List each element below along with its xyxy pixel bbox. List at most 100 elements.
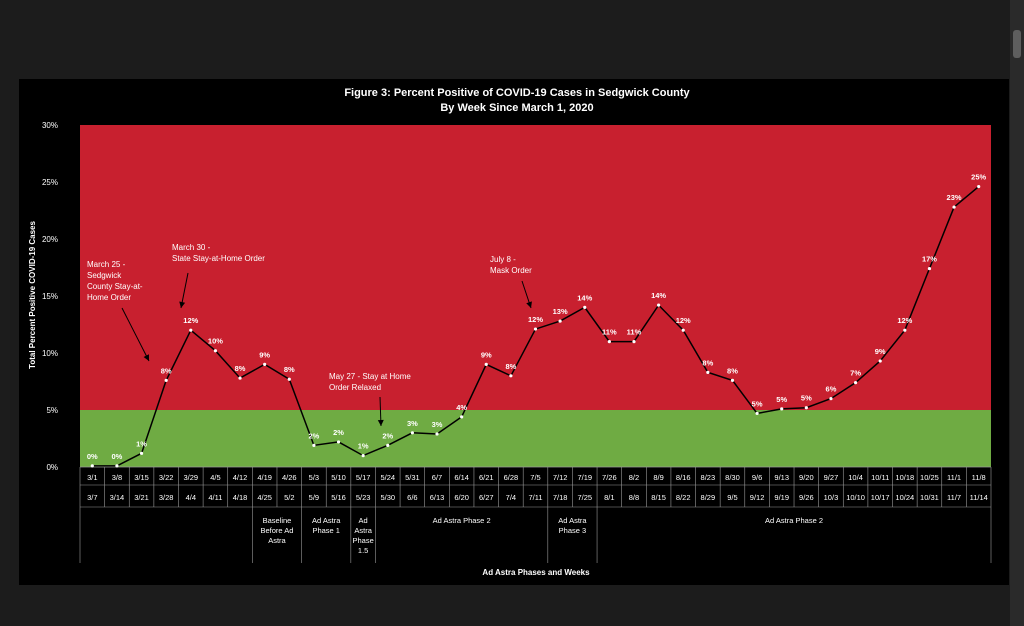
week-end-label: 9/26	[799, 493, 814, 502]
week-end-label: 4/4	[186, 493, 196, 502]
week-start-label: 5/10	[331, 473, 346, 482]
phase-label: Phase 3	[559, 526, 587, 535]
data-point	[632, 340, 636, 344]
annotation-arrowhead	[179, 301, 186, 308]
week-start-label: 6/7	[432, 473, 442, 482]
data-label: 14%	[651, 291, 666, 300]
week-end-label: 9/19	[774, 493, 789, 502]
data-point	[139, 451, 144, 455]
week-end-label: 8/8	[629, 493, 639, 502]
week-end-label: 3/7	[87, 493, 97, 502]
annotation-text: State Stay-at-Home Order	[172, 254, 265, 263]
axes: 0% 5% 10% 15% 20% 25% 30% 3/1 3/7 3/8 3/14 3/15 3/21…	[42, 121, 992, 563]
annotation-text: Order Relaxed	[329, 383, 381, 392]
data-point	[558, 319, 562, 323]
chart-subtitle: By Week Since March 1, 2020	[440, 102, 593, 114]
data-label: 12%	[676, 316, 691, 325]
data-label: 13%	[553, 307, 568, 316]
data-label: 1%	[358, 442, 369, 451]
data-label: 25%	[971, 173, 986, 182]
week-start-label: 8/23	[701, 473, 716, 482]
week-start-label: 6/28	[504, 473, 519, 482]
y-tick-label: 0%	[46, 463, 58, 472]
y-tick-label: 15%	[42, 292, 58, 301]
data-point	[386, 443, 390, 447]
data-point	[435, 432, 439, 436]
week-end-label: 6/27	[479, 493, 494, 502]
phase-label: Phase 1	[312, 526, 340, 535]
week-end-label: 10/31	[920, 493, 939, 502]
data-point	[927, 267, 932, 271]
week-start-label: 3/22	[159, 473, 174, 482]
annotation-text: Home Order	[87, 293, 131, 302]
week-end-label: 7/18	[553, 493, 568, 502]
week-end-label: 3/14	[110, 493, 125, 502]
annotation-text: County Stay-at-	[87, 282, 143, 291]
phase-label: Before Ad	[260, 526, 293, 535]
week-start-label: 11/8	[972, 473, 986, 482]
y-tick-label: 30%	[42, 121, 58, 130]
data-point	[657, 303, 661, 307]
week-start-label: 5/3	[309, 473, 319, 482]
data-label: 6%	[826, 385, 837, 394]
week-end-label: 11/7	[947, 493, 961, 502]
data-label: 11%	[627, 328, 642, 337]
annotation-text: Mask Order	[490, 266, 532, 275]
data-label: 12%	[897, 316, 912, 325]
annotations: March 25 - Sedgwick County Stay-at- Home O…	[87, 243, 532, 427]
annotation-arrowhead	[143, 354, 149, 361]
week-end-label: 5/30	[380, 493, 395, 502]
phase-label: Phase	[353, 536, 374, 545]
week-start-label: 8/2	[629, 473, 639, 482]
phase-label: Astra	[268, 536, 286, 545]
y-tick-label: 10%	[42, 349, 58, 358]
phase-label: Ad Astra Phase 2	[433, 516, 491, 525]
data-label: 17%	[922, 255, 937, 264]
week-start-label: 5/31	[405, 473, 420, 482]
week-end-label: 8/22	[676, 493, 691, 502]
week-end-label: 7/4	[506, 493, 516, 502]
data-point	[164, 378, 168, 382]
week-start-label: 10/11	[871, 473, 889, 482]
data-label: 23%	[947, 193, 962, 202]
data-label: 10%	[208, 337, 223, 346]
week-end-label: 3/28	[159, 493, 174, 502]
data-point	[238, 376, 242, 380]
data-label: 9%	[259, 350, 270, 359]
week-end-label: 3/21	[134, 493, 149, 502]
data-label: 0%	[87, 452, 98, 461]
data-label: 11%	[602, 328, 617, 337]
data-label: 8%	[727, 366, 738, 375]
data-point	[952, 205, 956, 209]
data-point	[312, 443, 316, 447]
data-label: 8%	[505, 362, 516, 371]
series-line-group: 0% 0% 1% 8% 12% 10% 8% 9% 8% 2% 2% 1% 2% 3% 3% 4% 9% 8% 12…	[87, 173, 987, 468]
week-start-label: 4/12	[233, 473, 248, 482]
covid-percent-positive-chart: Figure 3: Percent Positive of COVID-19 C…	[28, 87, 992, 577]
data-point	[583, 305, 587, 309]
scroll-thumb[interactable]	[1013, 30, 1021, 58]
week-start-label: 9/6	[752, 473, 762, 482]
week-start-label: 3/29	[183, 473, 198, 482]
week-start-label: 7/19	[577, 473, 592, 482]
data-point	[484, 362, 488, 366]
chart-title: Figure 3: Percent Positive of COVID-19 C…	[344, 87, 690, 99]
above-threshold-band	[80, 125, 991, 410]
week-start-label: 4/19	[257, 473, 272, 482]
data-point	[780, 407, 784, 411]
data-point	[533, 327, 538, 331]
data-label: 8%	[235, 364, 246, 373]
annotation-text: May 27 - Stay at Home	[329, 372, 411, 381]
week-start-label: 5/17	[356, 473, 371, 482]
data-label: 2%	[333, 428, 344, 437]
week-end-label: 4/11	[208, 493, 222, 502]
data-point	[189, 328, 193, 332]
data-label: 9%	[875, 347, 886, 356]
week-end-label: 5/16	[331, 493, 346, 502]
week-start-label: 11/1	[947, 473, 961, 482]
data-point	[706, 370, 710, 374]
data-label: 5%	[752, 399, 763, 408]
week-end-label: 4/25	[257, 493, 272, 502]
x-axis-label: Ad Astra Phases and Weeks	[482, 568, 590, 577]
scrollbar[interactable]	[1010, 0, 1024, 626]
